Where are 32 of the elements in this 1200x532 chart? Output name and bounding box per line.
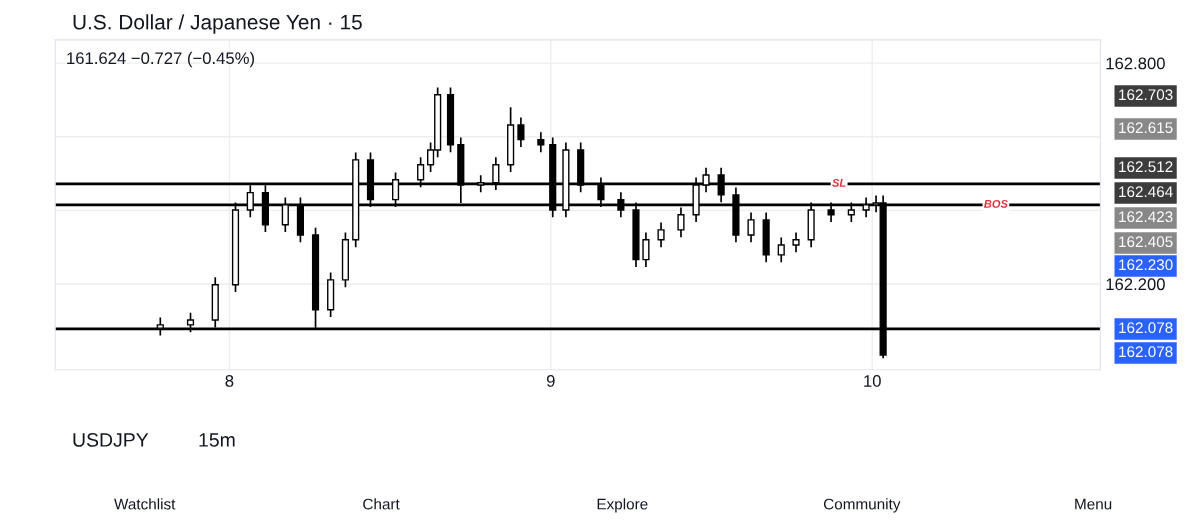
text: 162.464: [1119, 186, 1173, 198]
candlestick: [642, 231, 650, 268]
ref-line-label: BOS: [984, 199, 1008, 208]
y-tick-label: 162.200: [1106, 278, 1165, 291]
text: Menu: [1075, 498, 1112, 510]
text: 162.078: [1119, 322, 1173, 334]
x-tick-label: 9: [546, 375, 555, 387]
text: Community: [823, 498, 901, 513]
text: 161.624 −0.727 (−0.45%): [67, 51, 254, 68]
x-tick-label: 10: [864, 375, 881, 387]
candlestick: [657, 221, 665, 248]
ref-line-label: SL: [832, 178, 846, 187]
y-tick-label: 162.800: [1106, 57, 1165, 70]
candlestick: [517, 116, 525, 148]
text: 162.512: [1119, 161, 1173, 173]
chart-title: U.S. Dollar / Japanese Yen · 15: [73, 14, 362, 34]
text: 162.078: [1119, 346, 1173, 358]
candlestick: [747, 211, 755, 244]
candlestick: [777, 236, 785, 264]
text: USDJPY: [73, 433, 149, 447]
text: 162.703: [1119, 89, 1173, 101]
candlestick: [537, 131, 545, 154]
text: 15m: [199, 433, 235, 447]
text: Explore: [597, 498, 648, 513]
text: Chart: [363, 498, 400, 510]
text: Watchlist: [114, 498, 176, 510]
text: 162.423: [1119, 211, 1173, 223]
x-tick-label: 8: [225, 375, 234, 387]
text: 162.230: [1119, 259, 1173, 271]
text: 162.405: [1119, 236, 1173, 248]
candlestick: [792, 231, 800, 254]
text: 162.615: [1119, 122, 1173, 134]
